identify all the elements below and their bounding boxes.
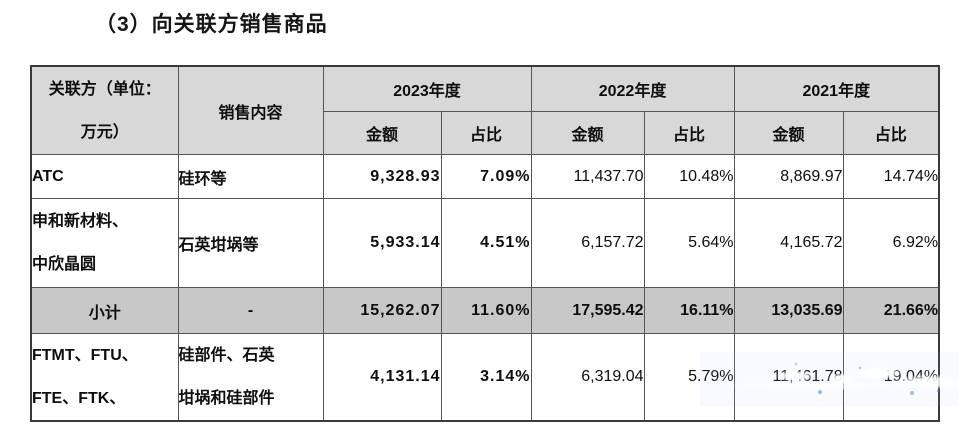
header-row-years: 关联方（单位： 万元） 销售内容 2023年度 2022年度 2021年度	[30, 65, 940, 155]
cell-content: 硅环等	[177, 154, 324, 199]
cell-party: 小计	[30, 287, 179, 334]
header-year-2022: 2022年度	[530, 65, 735, 113]
cell-2021-ratio: 14.74%	[842, 154, 940, 199]
cell-content: -	[177, 287, 324, 334]
cell-2023-amount: 15,262.07	[322, 287, 442, 334]
cell-content: 硅部件、石英 坩埚和硅部件	[177, 333, 324, 422]
header-party: 关联方（单位： 万元）	[30, 65, 179, 155]
cell-2021-amount-damaged: 11,461.78	[733, 333, 844, 422]
cell-2021-ratio: 21.66%	[842, 287, 940, 334]
related-party-sales-table: 关联方（单位： 万元） 销售内容 2023年度 2022年度 2021年度 金额…	[30, 65, 941, 422]
cell-2021-amount: 13,035.69	[733, 287, 844, 334]
cell-content: 石英坩埚等	[177, 198, 324, 288]
cell-2022-amount: 11,437.70	[530, 154, 645, 199]
table-row-atc: ATC 硅环等 9,328.93 7.09% 11,437.70 10.48% …	[30, 154, 940, 199]
cell-2023-ratio: 3.14%	[440, 333, 532, 422]
cell-2023-ratio: 7.09%	[440, 154, 532, 199]
cell-2023-amount: 5,933.14	[322, 198, 442, 288]
cell-2023-ratio: 4.51%	[440, 198, 532, 288]
table-row-subtotal: 小计 - 15,262.07 11.60% 17,595.42 16.11% 1…	[30, 287, 940, 334]
cell-2021-ratio-damaged: 19.04%	[842, 333, 940, 422]
cell-2021-amount: 4,165.72	[733, 198, 844, 288]
cell-2022-ratio: 16.11%	[643, 287, 735, 334]
header-amount-2023: 金额	[322, 111, 442, 155]
header-amount-2021: 金额	[733, 111, 844, 155]
header-year-2023: 2023年度	[322, 65, 532, 113]
table-row-ftmt: FTMT、FTU、 FTE、FTK、 硅部件、石英 坩埚和硅部件 4,131.1…	[30, 333, 940, 422]
cell-2023-amount: 4,131.14	[322, 333, 442, 422]
header-ratio-2021: 占比	[842, 111, 940, 155]
header-year-2021: 2021年度	[733, 65, 940, 113]
cell-party: 申和新材料、 中欣晶圆	[30, 198, 179, 288]
cell-2022-ratio: 5.64%	[643, 198, 735, 288]
cell-2021-amount: 8,869.97	[733, 154, 844, 199]
cell-2022-amount: 6,157.72	[530, 198, 645, 288]
header-content: 销售内容	[177, 65, 324, 155]
cell-2022-ratio: 5.79%	[643, 333, 735, 422]
cell-2023-amount: 9,328.93	[322, 154, 442, 199]
cell-2022-amount: 17,595.42	[530, 287, 645, 334]
cell-2022-ratio: 10.48%	[643, 154, 735, 199]
header-ratio-2022: 占比	[643, 111, 735, 155]
cell-2022-amount: 6,319.04	[530, 333, 645, 422]
cell-2021-ratio: 6.92%	[842, 198, 940, 288]
cell-2023-ratio: 11.60%	[440, 287, 532, 334]
cell-party: FTMT、FTU、 FTE、FTK、	[30, 333, 179, 422]
header-row-metrics: 金额 占比 金额 占比 金额 占比	[31, 111, 940, 155]
cell-party: ATC	[30, 154, 179, 199]
header-amount-2022: 金额	[530, 111, 645, 155]
page-title: （3）向关联方销售商品	[95, 13, 328, 36]
table-row-shenhe: 申和新材料、 中欣晶圆 石英坩埚等 5,933.14 4.51% 6,157.7…	[30, 198, 940, 288]
header-ratio-2023: 占比	[440, 111, 532, 155]
